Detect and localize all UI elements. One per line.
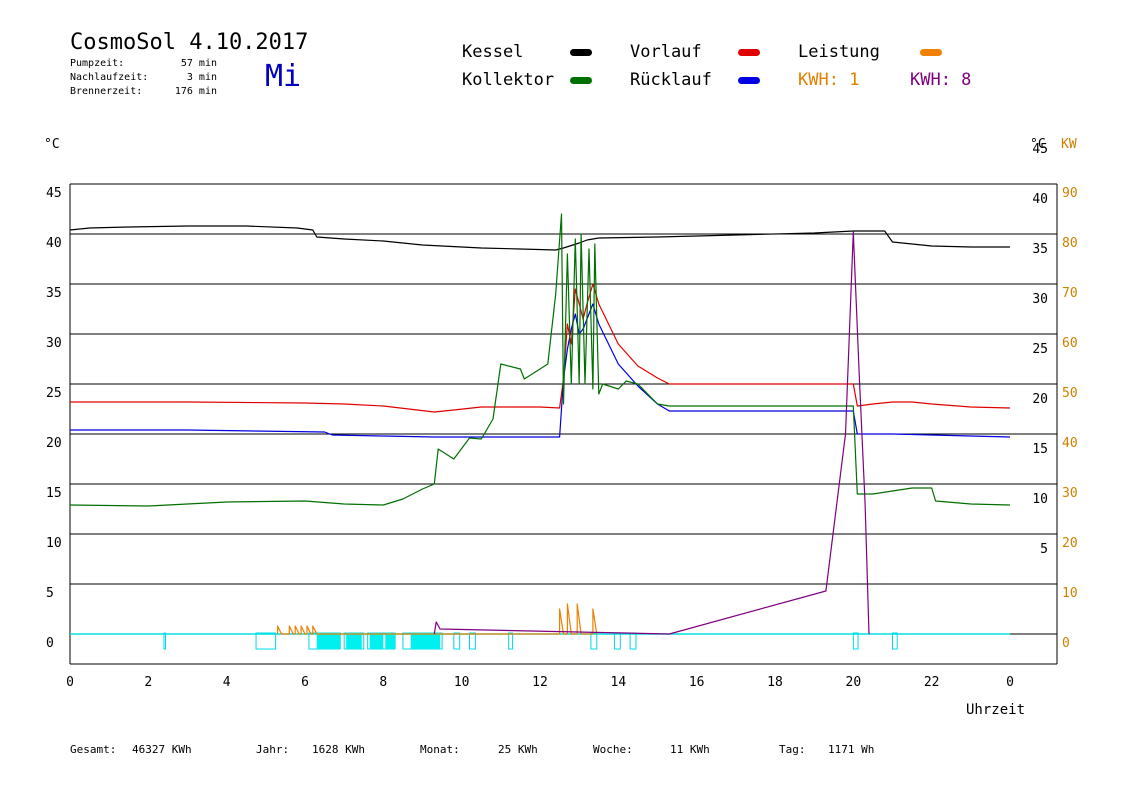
kwh-label-1: KWH: 1 [798,70,860,90]
x-tick-4: 8 [379,675,387,690]
y-tick-right-15: 15 [1032,442,1048,457]
pump-block-4 [410,633,441,649]
y-tick-left-40: 40 [46,236,62,251]
stat-brennerzeit-label: Brennerzeit: [70,86,143,97]
pump-interval-8 [508,632,514,650]
legend-swatch-kessel [570,49,592,56]
stat-nachlaufzeit-value: 3 min [186,72,217,83]
y-tick-kw-70: 70 [1062,286,1078,301]
y-tick-right-35: 35 [1032,242,1048,257]
pump-block-1 [346,633,362,649]
x-tick-3: 6 [301,675,309,690]
chart-title: CosmoSol 4.10.2017 [70,30,309,55]
footer-jahr-value: 1628 KWh [312,743,365,756]
y-tick-right-25: 25 [1032,342,1048,357]
y-tick-right-30: 30 [1032,292,1048,307]
y-tick-left-15: 15 [46,486,62,501]
pump-interval-1 [255,632,277,650]
y-tick-left-0: 0 [46,636,54,651]
y-tick-kw-20: 20 [1062,536,1078,551]
x-tick-0: 0 [66,675,74,690]
y-tick-kw-80: 80 [1062,236,1078,251]
footer-woche-label: Woche: [593,743,633,756]
x-tick-1: 2 [144,675,152,690]
stat-nachlaufzeit-label: Nachlaufzeit: [70,72,149,83]
footer-jahr-label: Jahr: [256,743,290,756]
x-tick-11: 22 [924,675,940,690]
y-tick-left-30: 30 [46,336,62,351]
legend-swatch-vorlauf [738,49,760,56]
weekday-label: Mi [265,59,302,94]
x-tick-7: 14 [611,675,627,690]
x-tick-12: 0 [1006,675,1014,690]
y-tick-left-45: 45 [46,186,62,201]
kwh-label-2: KWH: 8 [910,70,972,90]
series-line-0 [69,225,1010,251]
pump-interval-9 [590,632,598,650]
y-tick-right-45: 45 [1032,142,1048,157]
y-tick-left-5: 5 [46,586,54,601]
y-tick-left-35: 35 [46,286,62,301]
pump-interval-7 [469,632,476,650]
y-tick-kw-60: 60 [1062,336,1078,351]
y-tick-right-10: 10 [1032,492,1048,507]
x-tick-9: 18 [767,675,783,690]
x-tick-8: 16 [689,675,705,690]
footer-gesamt-label: Gesamt: [70,743,117,756]
legend-label-kollektor: Kollektor [462,70,555,90]
y-axis-right-unit: °C [1030,137,1046,152]
legend-swatch-ruecklauf [738,77,760,84]
y-tick-left-25: 25 [46,386,62,401]
y-tick-kw-0: 0 [1062,636,1070,651]
x-tick-10: 20 [846,675,862,690]
footer-monat-value: 25 KWh [498,743,538,756]
series-line-5 [433,231,870,635]
legend-swatch-leistung [920,49,942,56]
y-tick-kw-90: 90 [1062,186,1078,201]
footer-tag-value: 1171 Wh [828,743,875,756]
legend-swatch-kollektor [570,77,592,84]
y-tick-left-20: 20 [46,436,62,451]
stat-brennerzeit-value: 176 min [174,86,217,97]
legend-label-leistung: Leistung [798,42,880,62]
y-axis-right-kw-unit: KW [1061,137,1077,152]
x-axis-label: Uhrzeit [966,702,1025,718]
y-tick-right-20: 20 [1032,392,1048,407]
y-tick-right-40: 40 [1032,192,1048,207]
pump-block-2 [369,633,384,649]
footer-gesamt-value: 46327 KWh [132,743,192,756]
pump-block-0 [316,633,341,649]
x-tick-2: 4 [223,675,231,690]
pump-block-3 [385,633,396,649]
y-tick-kw-50: 50 [1062,386,1078,401]
y-tick-left-10: 10 [46,536,62,551]
footer-woche-value: 11 KWh [670,743,710,756]
pump-interval-0 [163,632,166,650]
series-line-1 [70,283,1011,413]
legend-label-kessel: Kessel [462,42,524,62]
y-tick-right-5: 5 [1040,542,1048,557]
y-axis-left-unit: °C [44,137,60,152]
y-tick-kw-10: 10 [1062,586,1078,601]
pump-interval-12 [852,632,859,650]
y-tick-kw-40: 40 [1062,436,1078,451]
legend-label-ruecklauf: Rücklauf [630,70,712,90]
series-line-2 [70,303,1011,438]
x-tick-6: 12 [532,675,548,690]
stat-pumpzeit-value: 57 min [180,58,217,69]
pump-interval-10 [613,632,621,650]
pump-interval-13 [892,632,898,650]
series-line-3 [69,213,1011,507]
pump-interval-11 [629,632,637,650]
series-line-4 [277,603,598,635]
footer-monat-label: Monat: [420,743,460,756]
x-tick-5: 10 [454,675,470,690]
legend-label-vorlauf: Vorlauf [630,42,702,62]
footer-tag-label: Tag: [779,743,806,756]
pump-interval-6 [453,632,461,650]
y-tick-kw-30: 30 [1062,486,1078,501]
stat-pumpzeit-label: Pumpzeit: [70,58,125,69]
